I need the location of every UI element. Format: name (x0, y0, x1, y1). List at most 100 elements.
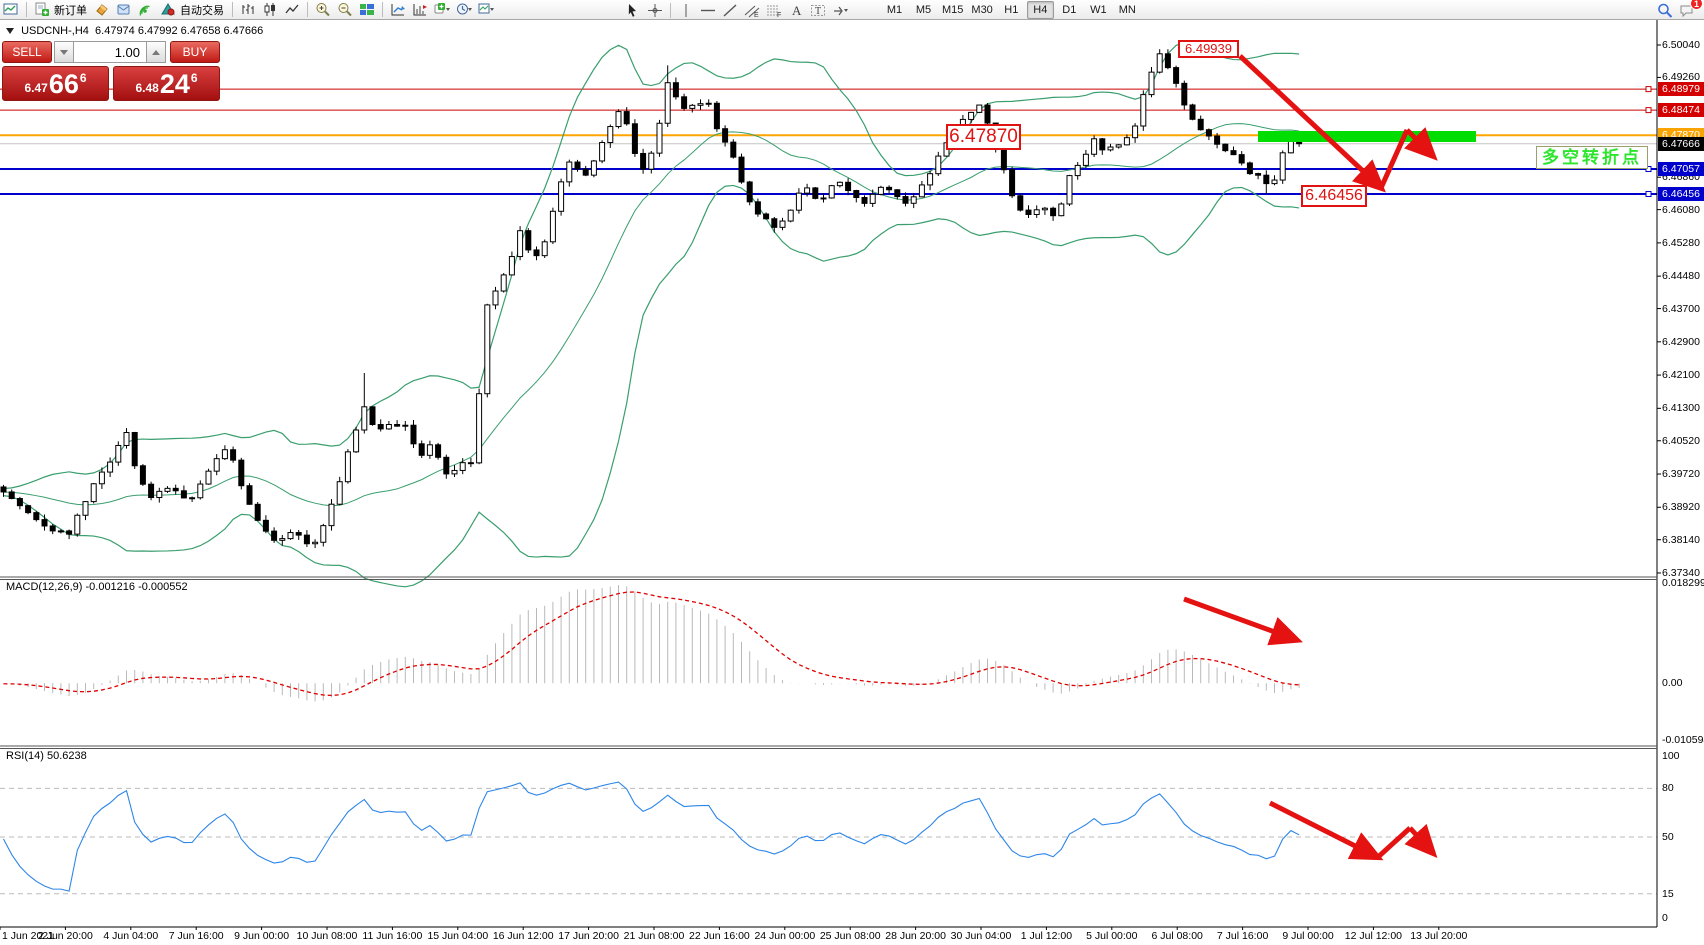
collapse-icon[interactable] (6, 28, 14, 35)
cursor-icon[interactable] (623, 1, 643, 19)
price-axis-tick: 6.39720 (1662, 468, 1700, 481)
label-icon[interactable]: T (808, 1, 828, 19)
template-icon[interactable] (476, 1, 496, 19)
timeframe-button-w1[interactable]: W1 (1090, 4, 1107, 16)
macd-values: -0.001216 -0.000552 (85, 581, 188, 593)
text-icon[interactable]: A (786, 1, 806, 19)
svg-text:F: F (777, 12, 781, 18)
timeframe-button-mn[interactable]: MN (1118, 4, 1136, 16)
fibonacci-icon[interactable]: F (764, 1, 784, 19)
indicator-list-icon[interactable] (410, 1, 430, 19)
buy-button[interactable]: BUY (170, 41, 220, 63)
notification-badge: 1 (1690, 0, 1703, 10)
add-indicator-icon[interactable] (432, 1, 452, 19)
time-axis-label: 10 Jun 08:00 (296, 930, 358, 942)
time-axis-label: 30 Jun 04:00 (950, 930, 1012, 942)
timeframe-button-h1[interactable]: H1 (1004, 4, 1019, 16)
svg-text:A: A (792, 3, 802, 18)
search-icon[interactable] (1655, 1, 1675, 19)
time-axis-label: 4 Jun 04:00 (103, 930, 159, 942)
sell-button[interactable]: SELL (2, 41, 52, 63)
price-line-badge: 6.47666 (1658, 136, 1704, 151)
toolbar: 新订单 自动交易 E F A T M1 M5 M15 M30 H1 H4 D1 W1 MN 1 (0, 0, 1704, 20)
zoom-out-icon[interactable] (335, 1, 355, 19)
time-axis-label: 7 Jun 16:00 (168, 930, 224, 942)
price-axis-tick: 6.50040 (1662, 39, 1700, 51)
time-axis-label: 15 Jun 04:00 (427, 930, 489, 942)
timeframe-button-m1[interactable]: M1 (886, 4, 903, 16)
price-axis-tick: 6.37340 (1662, 566, 1700, 579)
autotrade-label[interactable]: 自动交易 (180, 4, 224, 17)
triangle-up-icon (152, 49, 160, 55)
new-order-icon[interactable] (32, 1, 52, 19)
time-axis-label: 12 Jul 12:00 (1344, 930, 1402, 942)
macd-axis-min: -0.010594 (1662, 734, 1704, 746)
sell-price-sup: 6 (79, 71, 87, 85)
zoom-in-icon[interactable] (313, 1, 333, 19)
volume-input[interactable] (74, 41, 146, 63)
timeframe-button-m15[interactable]: M15 (942, 4, 964, 16)
rsi-value: 50.6238 (46, 750, 87, 762)
price-axis-tick: 6.45280 (1662, 236, 1700, 249)
timeframe-button-m5[interactable]: M5 (915, 4, 932, 16)
rsi-axis-0: 0 (1662, 912, 1668, 924)
timeframes-icon[interactable] (454, 1, 474, 19)
annotation-cn-text[interactable]: 多空转折点 (1536, 146, 1648, 169)
price-axis-tick: 6.42900 (1662, 335, 1700, 348)
linechart-icon[interactable] (282, 1, 302, 19)
time-axis-label: 17 Jun 20:00 (558, 930, 619, 942)
tile-windows-icon[interactable] (357, 1, 377, 19)
price-axis-tick: 6.46860 (1662, 171, 1700, 184)
time-axis-label: 1 Jun 2021 (2, 930, 54, 942)
mail-icon[interactable] (114, 1, 134, 19)
shapes-icon[interactable] (830, 1, 850, 19)
buy-price-sup: 6 (190, 71, 198, 85)
price-axis-tick: 6.43700 (1662, 302, 1700, 315)
time-axis-label: 5 Jul 00:00 (1086, 930, 1138, 942)
crosshair-icon[interactable] (645, 1, 665, 19)
time-axis-label: 7 Jul 16:00 (1216, 930, 1269, 942)
timeframe-button-h4[interactable]: H4 (1026, 1, 1054, 19)
hline-icon[interactable] (698, 1, 718, 19)
new-order-label[interactable]: 新订单 (54, 4, 87, 17)
annotation-price-label[interactable]: 6.47870 (946, 124, 1021, 150)
rsi-axis-50: 50 (1662, 831, 1674, 843)
price-axis-tick: 6.42100 (1662, 369, 1700, 382)
eraser-icon[interactable] (92, 1, 112, 19)
candlestick-icon[interactable] (260, 1, 280, 19)
time-axis-label: 22 Jun 16:00 (689, 930, 750, 942)
triangle-down-icon (60, 49, 68, 55)
autotrade-icon[interactable] (158, 1, 178, 19)
signal-icon[interactable] (136, 1, 156, 19)
trendline-icon[interactable] (720, 1, 740, 19)
volume-increase-button[interactable] (146, 41, 166, 63)
time-axis-label: 2 Jun 20:00 (37, 930, 93, 942)
price-axis-tick: 6.44480 (1662, 270, 1700, 283)
price-line-badge: 6.47870 (1658, 128, 1704, 143)
svg-text:T: T (815, 6, 821, 17)
price-line-badge: 6.48474 (1658, 103, 1704, 118)
chat-icon[interactable]: 1 (1677, 0, 1703, 19)
chart-icon[interactable] (1, 1, 21, 19)
buy-price-box[interactable]: 6.48 24 6 (113, 66, 220, 101)
rsi-axis-15: 15 (1662, 887, 1674, 900)
price-line-badge: 6.46456 (1658, 186, 1704, 201)
barchart-icon[interactable] (238, 1, 258, 19)
channel-icon[interactable]: E (742, 1, 762, 19)
annotation-price-label[interactable]: 6.46456 (1301, 185, 1367, 207)
timeframe-button-d1[interactable]: D1 (1062, 4, 1077, 16)
ohlc-values: 6.47974 6.47992 6.47658 6.47666 (95, 25, 264, 37)
volume-decrease-button[interactable] (54, 41, 74, 63)
time-axis-label: 28 Jun 20:00 (885, 930, 946, 942)
sell-price-box[interactable]: 6.47 66 6 (2, 66, 109, 101)
annotation-price-label[interactable]: 6.49939 (1178, 40, 1239, 58)
time-axis-label: 9 Jul 00:00 (1282, 930, 1334, 942)
indicator-window-icon[interactable] (388, 1, 408, 19)
timeframe-button-m30[interactable]: M30 (971, 4, 993, 16)
time-axis-label: 25 Jun 08:00 (819, 930, 881, 942)
vline-icon[interactable] (676, 1, 696, 19)
toolbar-right-group: 1 (1654, 0, 1703, 20)
